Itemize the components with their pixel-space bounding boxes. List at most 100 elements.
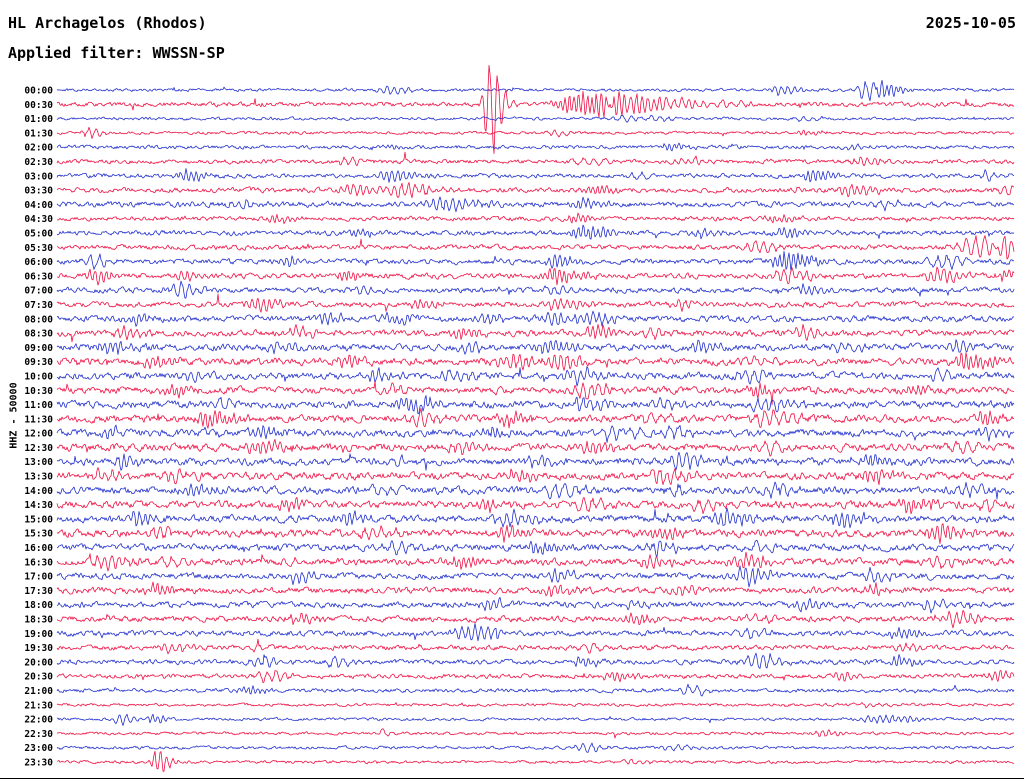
row-time-label-1400: 14:00 <box>24 486 53 497</box>
trace-row-0330 <box>56 182 1014 199</box>
trace-row-1900 <box>56 623 1015 642</box>
trace-row-0030 <box>56 65 1015 155</box>
date-label: 2025-10-05 <box>925 14 1016 32</box>
row-time-label-0900: 09:00 <box>24 343 53 354</box>
trace-row-1000 <box>56 366 1015 387</box>
trace-row-2200 <box>56 713 1015 726</box>
trace-row-0400 <box>56 196 1015 213</box>
trace-row-0930 <box>56 352 1015 371</box>
trace-row-2030 <box>56 670 1015 684</box>
row-time-label-2200: 22:00 <box>24 715 53 726</box>
row-time-label-2300: 23:00 <box>24 743 53 754</box>
row-time-label-1700: 17:00 <box>24 572 53 583</box>
trace-row-1700 <box>56 565 1015 588</box>
trace-row-0530 <box>56 235 1015 260</box>
trace-row-2000 <box>56 652 1015 669</box>
row-time-label-0300: 03:00 <box>24 171 53 182</box>
trace-row-0500 <box>57 224 1015 240</box>
row-time-label-0000: 00:00 <box>24 86 53 97</box>
row-time-label-0430: 04:30 <box>24 214 53 225</box>
row-time-label-1030: 10:30 <box>24 386 53 397</box>
row-time-label-1300: 13:00 <box>24 457 53 468</box>
row-time-label-2330: 23:30 <box>24 758 53 769</box>
row-time-label-1500: 15:00 <box>24 514 53 525</box>
row-time-label-2130: 21:30 <box>24 700 53 711</box>
trace-row-1030 <box>56 381 1015 406</box>
row-time-label-0400: 04:00 <box>24 200 53 211</box>
row-time-label-0600: 06:00 <box>24 257 53 268</box>
trace-row-1200 <box>56 424 1015 443</box>
trace-row-0600 <box>56 250 1015 272</box>
trace-row-1800 <box>56 596 1015 614</box>
bottom-axis-line <box>0 778 1024 779</box>
row-time-label-0800: 08:00 <box>24 314 53 325</box>
row-time-label-0630: 06:30 <box>24 271 53 282</box>
row-time-label-1600: 16:00 <box>24 543 53 554</box>
trace-row-0800 <box>56 310 1015 327</box>
trace-row-2230 <box>56 728 1015 739</box>
row-time-label-0100: 01:00 <box>24 114 53 125</box>
row-time-label-1730: 17:30 <box>24 586 53 597</box>
trace-row-0430 <box>56 212 1015 225</box>
row-time-label-0530: 05:30 <box>24 243 53 254</box>
row-time-label-1900: 19:00 <box>24 629 53 640</box>
trace-row-2330 <box>56 750 1015 772</box>
trace-row-0830 <box>56 323 1015 343</box>
row-time-label-0830: 08:30 <box>24 329 53 340</box>
row-time-label-1530: 15:30 <box>24 529 53 540</box>
trace-row-1830 <box>56 610 1015 629</box>
trace-row-0630 <box>56 266 1015 286</box>
row-time-label-0500: 05:00 <box>24 229 53 240</box>
trace-row-1400 <box>56 481 1015 500</box>
trace-row-1530 <box>56 523 1015 544</box>
trace-row-0300 <box>56 168 1015 183</box>
trace-row-2100 <box>56 683 1015 697</box>
row-time-label-2230: 22:30 <box>24 729 53 740</box>
row-time-label-0130: 01:30 <box>24 128 53 139</box>
row-time-label-1930: 19:30 <box>24 643 53 654</box>
trace-row-1300 <box>56 451 1015 471</box>
row-time-label-1100: 11:00 <box>24 400 53 411</box>
trace-row-1600 <box>56 539 1015 558</box>
row-time-label-0030: 00:30 <box>24 100 53 111</box>
trace-row-0100 <box>56 114 1015 123</box>
row-time-label-1800: 18:00 <box>24 600 53 611</box>
trace-row-1230 <box>56 438 1015 457</box>
trace-row-1430 <box>56 496 1015 515</box>
row-time-label-1830: 18:30 <box>24 615 53 626</box>
row-time-label-2000: 20:00 <box>24 657 53 668</box>
trace-row-2300 <box>56 742 1015 753</box>
trace-row-2130 <box>56 702 1015 709</box>
trace-row-1500 <box>56 507 1015 529</box>
trace-row-0700 <box>56 280 1015 299</box>
row-time-label-0930: 09:30 <box>24 357 53 368</box>
row-time-label-0330: 03:30 <box>24 186 53 197</box>
trace-row-1100 <box>56 395 1015 415</box>
row-time-label-1130: 11:30 <box>24 414 53 425</box>
row-time-label-0200: 02:00 <box>24 143 53 154</box>
row-time-label-0230: 02:30 <box>24 157 53 168</box>
row-time-label-1000: 10:00 <box>24 372 53 383</box>
trace-row-1130 <box>56 407 1015 429</box>
row-time-label-1630: 16:30 <box>24 557 53 568</box>
trace-row-1930 <box>56 638 1015 655</box>
trace-row-0730 <box>56 293 1015 313</box>
row-time-label-1230: 12:30 <box>24 443 53 454</box>
row-time-label-0700: 07:00 <box>24 286 53 297</box>
station-title: HL Archagelos (Rhodos) <box>8 14 207 32</box>
trace-row-1730 <box>56 581 1015 598</box>
row-time-label-2030: 20:30 <box>24 672 53 683</box>
trace-row-0000 <box>56 79 1015 102</box>
trace-row-1630 <box>56 551 1015 572</box>
filter-label: Applied filter: WWSSN-SP <box>8 44 225 62</box>
trace-row-0900 <box>56 339 1015 355</box>
trace-row-0130 <box>56 126 1015 139</box>
row-time-label-1330: 13:30 <box>24 472 53 483</box>
trace-row-1330 <box>56 467 1015 486</box>
row-time-label-1430: 14:30 <box>24 500 53 511</box>
row-time-label-1200: 12:00 <box>24 429 53 440</box>
trace-row-0200 <box>56 142 1015 152</box>
row-time-label-0730: 07:30 <box>24 300 53 311</box>
